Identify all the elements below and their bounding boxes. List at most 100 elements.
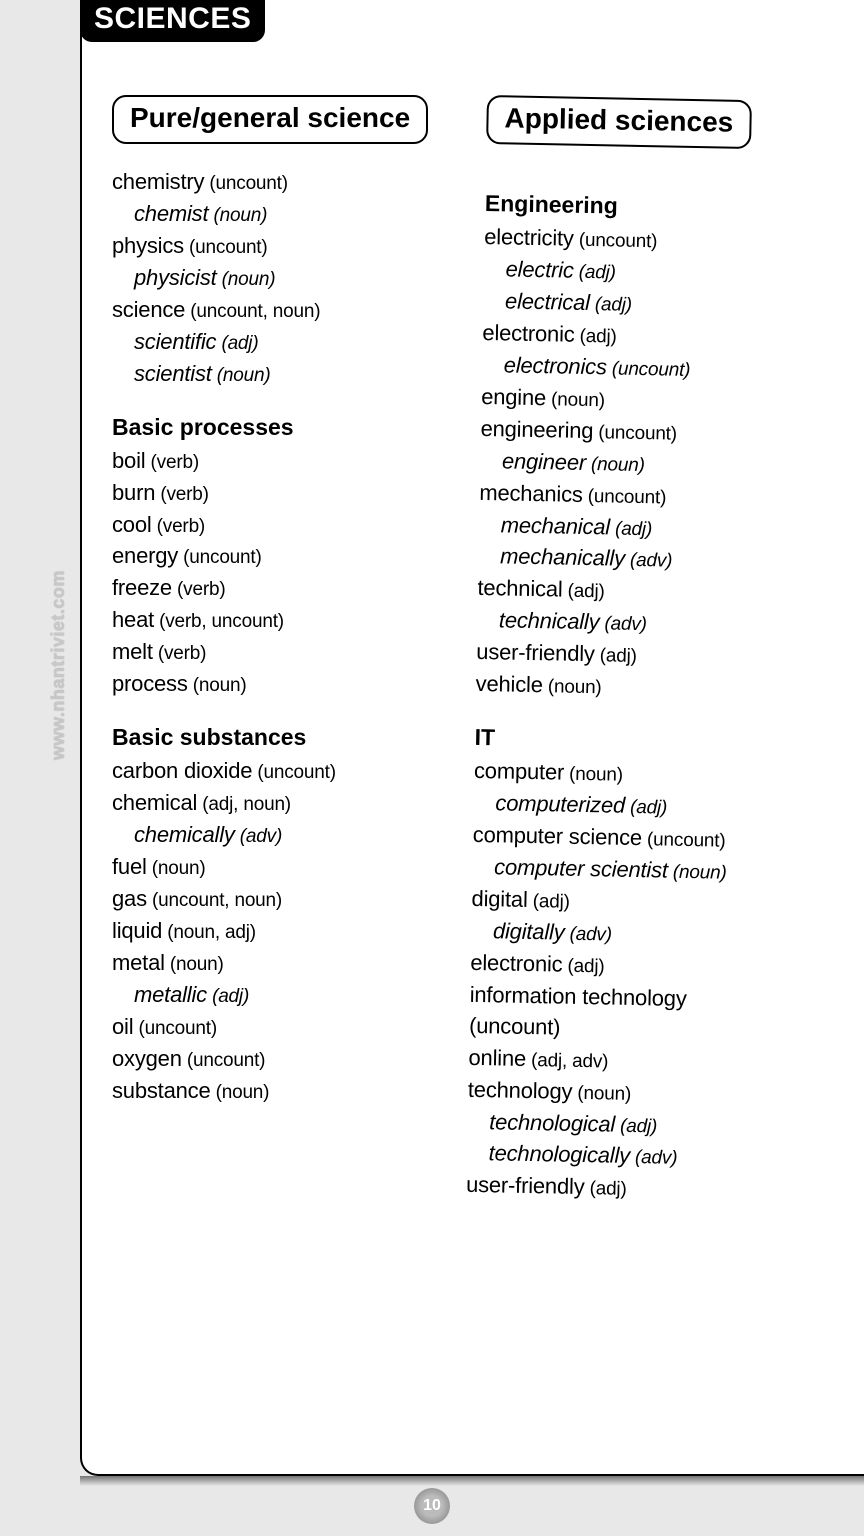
page-number: 10 [414, 1488, 450, 1524]
vocab-pos: (noun) [564, 764, 623, 786]
vocab-pos: (adj) [216, 333, 258, 354]
vocab-pos: (noun) [188, 675, 247, 696]
vocab-pos: (uncount) [642, 829, 726, 852]
vocab-pos: (adj) [590, 294, 632, 316]
vocab-pos: (uncount, noun) [147, 890, 282, 911]
vocab-word: (uncount) [469, 1013, 561, 1040]
vocab-word: liquid [112, 918, 162, 943]
vocab-pos: (noun, adj) [162, 922, 256, 943]
vocab-word: chemist [134, 201, 208, 226]
left-column: Pure/general science chemistry (uncount)… [112, 95, 459, 1201]
vocab-word: scientific [134, 329, 216, 354]
vocab-entry: chemical (adj, noun) [112, 787, 459, 819]
vocab-word: online [468, 1044, 526, 1070]
vocab-pos: (verb) [172, 579, 226, 600]
vocab-word: metal [112, 950, 165, 975]
vocab-entry: scientific (adj) [112, 326, 459, 358]
vocab-word: boil [112, 448, 145, 473]
vocab-entry: metallic (adj) [112, 979, 459, 1011]
vocab-pos: (adv) [564, 924, 612, 946]
vocab-word: technology [468, 1076, 573, 1103]
vocab-word: chemically [134, 822, 235, 847]
vocab-pos: (noun) [572, 1082, 631, 1104]
vocab-pos: (verb) [153, 643, 207, 664]
vocab-entry: vehicle (noun) [475, 668, 823, 707]
vocab-entry: carbon dioxide (uncount) [112, 755, 459, 787]
vocab-word: freeze [112, 575, 172, 600]
vocab-entry: chemistry (uncount) [112, 166, 459, 198]
vocab-entry: physics (uncount) [112, 230, 459, 262]
vocab-pos: (adv) [235, 826, 282, 847]
vocab-word: oil [112, 1014, 133, 1039]
vocab-pos: (uncount) [593, 422, 677, 445]
section-tab: SCIENCES [80, 0, 265, 42]
vocab-word: electric [505, 256, 574, 282]
vocab-word: digitally [493, 918, 565, 944]
vocab-word: electronic [482, 320, 575, 347]
vocab-word: chemical [112, 790, 197, 815]
vocab-word: mechanically [500, 544, 625, 571]
vocab-word: electronic [470, 950, 563, 977]
vocab-word: oxygen [112, 1046, 182, 1071]
vocab-entry: cool (verb) [112, 509, 459, 541]
vocab-subheading: Basic substances [112, 724, 459, 751]
vocab-pos: (noun) [165, 954, 224, 975]
vocab-word: physicist [134, 265, 217, 290]
vocab-pos: (uncount) [182, 1050, 266, 1071]
vocab-word: technically [499, 608, 600, 635]
page-shadow [80, 1476, 864, 1486]
page: Pure/general science chemistry (uncount)… [80, 0, 864, 1476]
vocab-entry: freeze (verb) [112, 572, 459, 604]
vocab-entry: boil (verb) [112, 445, 459, 477]
vocab-pos: (uncount) [574, 229, 658, 252]
vocab-word: information technology [469, 982, 686, 1011]
vocab-pos: (adv) [625, 550, 673, 572]
vocab-pos: (adj) [574, 325, 616, 347]
vocab-word: engine [481, 384, 546, 410]
vocab-word: process [112, 671, 188, 696]
vocab-word: user-friendly [476, 639, 595, 666]
vocab-word: engineer [502, 448, 586, 475]
vocab-pos: (noun) [217, 269, 276, 290]
vocab-pos: (adj) [584, 1179, 626, 1201]
vocab-word: melt [112, 639, 153, 664]
vocab-subheading: Engineering [485, 190, 832, 224]
vocab-entry: scientist (noun) [112, 358, 459, 390]
vocab-entry: fuel (noun) [112, 851, 459, 883]
vocab-word: mechanical [501, 512, 611, 539]
vocab-word: digital [471, 886, 528, 912]
vocab-pos: (noun) [211, 1082, 270, 1103]
vocab-pos: (adj) [527, 891, 569, 913]
vocab-entry: science (uncount, noun) [112, 294, 459, 326]
vocab-entry: process (noun) [112, 668, 459, 700]
vocab-pos: (uncount) [607, 358, 691, 381]
vocab-word: computerized [495, 791, 625, 818]
vocab-word: computer scientist [494, 855, 668, 883]
vocab-word: fuel [112, 854, 147, 879]
vocab-entry: oxygen (uncount) [112, 1043, 459, 1075]
vocab-word: electronics [504, 352, 607, 379]
vocab-word: energy [112, 543, 178, 568]
vocab-pos: (adj) [574, 261, 616, 283]
vocab-pos: (noun) [147, 858, 206, 879]
vocab-pos: (adv) [630, 1147, 678, 1169]
vocab-entry: substance (noun) [112, 1075, 459, 1107]
vocab-entry: melt (verb) [112, 636, 459, 668]
vocab-word: scientist [134, 361, 212, 386]
vocab-pos: (uncount) [252, 762, 336, 783]
vocab-pos: (noun) [546, 389, 605, 411]
vocab-pos: (adj, noun) [197, 794, 291, 815]
vocab-pos: (adj) [610, 518, 652, 540]
vocab-word: technical [477, 575, 562, 602]
vocab-pos: (adj) [625, 797, 667, 819]
vocab-word: electricity [484, 224, 574, 251]
vocab-pos: (uncount) [184, 237, 268, 258]
vocab-pos: (verb) [152, 516, 206, 537]
vocab-word: cool [112, 512, 152, 537]
vocab-pos: (uncount) [178, 547, 262, 568]
vocab-word: user-friendly [466, 1172, 585, 1199]
vocab-subheading: Basic processes [112, 414, 459, 441]
vocab-pos: (adj) [615, 1115, 657, 1137]
vocab-word: metallic [134, 982, 207, 1007]
vocab-word: electrical [505, 288, 590, 315]
